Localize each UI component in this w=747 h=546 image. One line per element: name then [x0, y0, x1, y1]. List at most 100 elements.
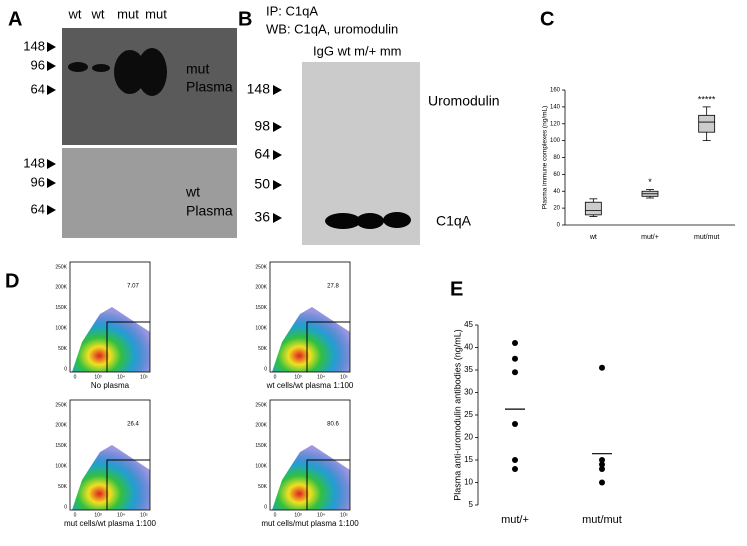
density [72, 445, 150, 510]
plot-caption: mut cells/mut plasma 1:100 [261, 519, 359, 528]
gate [106, 321, 150, 372]
y-tick-label: 40 [553, 189, 560, 195]
panel-letter: C [540, 8, 554, 30]
mw-marker: 96 [31, 57, 45, 72]
marker-arrow [47, 205, 56, 215]
marker-arrow [273, 213, 282, 223]
marker-arrow [273, 180, 282, 190]
mw-marker: 148 [23, 38, 45, 53]
data-point [512, 355, 518, 362]
marker-arrow [47, 159, 56, 169]
y-tick-label: 120 [550, 121, 561, 127]
y-tick-label: 25 [464, 410, 473, 419]
y-tick-label: 200K [255, 285, 267, 291]
blot-band [137, 48, 167, 96]
blot-label: Plasma [186, 203, 233, 219]
x-tick-label: 10³ [294, 374, 302, 380]
gate [106, 459, 150, 510]
blot-label: mut [186, 61, 209, 77]
density [272, 307, 350, 372]
y-tick-label: 160 [550, 88, 561, 94]
x-tick-label: mut/+ [501, 514, 529, 526]
data-point [512, 421, 518, 427]
plot-frame [69, 261, 151, 373]
y-tick-label: 45 [464, 320, 473, 329]
y-tick-label: 10 [464, 478, 473, 487]
density [272, 445, 350, 510]
x-tick-label: 0 [74, 374, 77, 380]
significance: * [648, 177, 652, 187]
marker-arrow [47, 42, 56, 52]
lane-label: mut [117, 6, 139, 21]
data-point [599, 457, 605, 463]
mw-marker: 148 [23, 155, 45, 170]
mw-marker: 98 [254, 118, 270, 134]
data-point [599, 461, 605, 468]
y-axis-label: Plasma anti-uromodulin antibodies (ng/mL… [452, 329, 462, 501]
y-tick-label: 200K [55, 423, 67, 429]
y-tick-label: 50K [58, 346, 68, 352]
y-tick-label: 100 [550, 138, 561, 144]
y-tick-label: 150K [255, 443, 267, 449]
data-point [599, 466, 605, 472]
y-tick-label: 200K [55, 285, 67, 291]
blot-band [325, 213, 361, 229]
significance: ***** [698, 94, 716, 104]
plot-caption: No plasma [91, 381, 130, 390]
y-tick-label: 50K [258, 346, 268, 352]
marker-arrow [273, 85, 282, 95]
y-tick-label: 250K [255, 402, 267, 408]
panel-letter: D [5, 270, 19, 292]
data-point [512, 457, 518, 463]
blot-label: Plasma [186, 79, 233, 95]
x-tick-label: 10⁴ [317, 512, 325, 518]
mw-marker: 96 [31, 174, 45, 189]
plot-frame [69, 399, 151, 511]
blot-band [92, 64, 110, 72]
y-tick-label: 5 [469, 500, 474, 509]
y-tick-label: 150K [55, 305, 67, 311]
y-tick-label: 15 [464, 455, 473, 464]
gate [306, 459, 350, 510]
blot-label: IP: C1qA [266, 3, 318, 18]
y-tick-label: 30 [464, 388, 473, 397]
y-tick-label: 20 [553, 206, 560, 212]
y-tick-label: 100K [255, 326, 267, 332]
marker-arrow [47, 85, 56, 95]
x-tick-label: wt [589, 234, 597, 241]
marker-arrow [273, 150, 282, 160]
x-tick-label: 10⁵ [140, 512, 148, 518]
y-tick-label: 50K [58, 484, 68, 490]
y-tick-label: 0 [264, 366, 267, 372]
y-tick-label: 35 [464, 365, 473, 374]
blot-label: WB: C1qA, uromodulin [266, 21, 398, 36]
data-point [512, 466, 518, 472]
y-axis-label: Plasma immune complexes (ng/mL) [542, 106, 549, 210]
x-tick-label: 10⁴ [117, 374, 125, 380]
y-tick-label: 140 [550, 104, 561, 110]
y-tick-label: 200K [255, 423, 267, 429]
x-tick-label: 10⁵ [140, 374, 148, 380]
y-tick-label: 150K [255, 305, 267, 311]
box [584, 201, 602, 216]
gate-value: 27.8 [327, 284, 339, 290]
marker-arrow [47, 178, 56, 188]
mw-marker: 64 [254, 146, 270, 162]
gate-value: 7.07 [127, 284, 139, 290]
x-tick-label: 10³ [94, 512, 102, 518]
y-tick-label: 100K [55, 326, 67, 332]
data-point [512, 340, 518, 346]
marker-arrow [47, 61, 56, 71]
blot-label: Uromodulin [428, 93, 500, 109]
y-tick-label: 150K [55, 443, 67, 449]
plot-frame [269, 261, 351, 373]
y-tick-label: 250K [55, 264, 67, 270]
y-tick-label: 0 [64, 366, 67, 372]
x-tick-label: 10⁵ [340, 374, 348, 380]
data-point [512, 369, 518, 376]
x-tick-label: mut/mut [582, 514, 622, 526]
panel-letter: A [8, 8, 22, 30]
y-tick-label: 80 [553, 155, 560, 161]
y-tick-label: 50K [258, 484, 268, 490]
